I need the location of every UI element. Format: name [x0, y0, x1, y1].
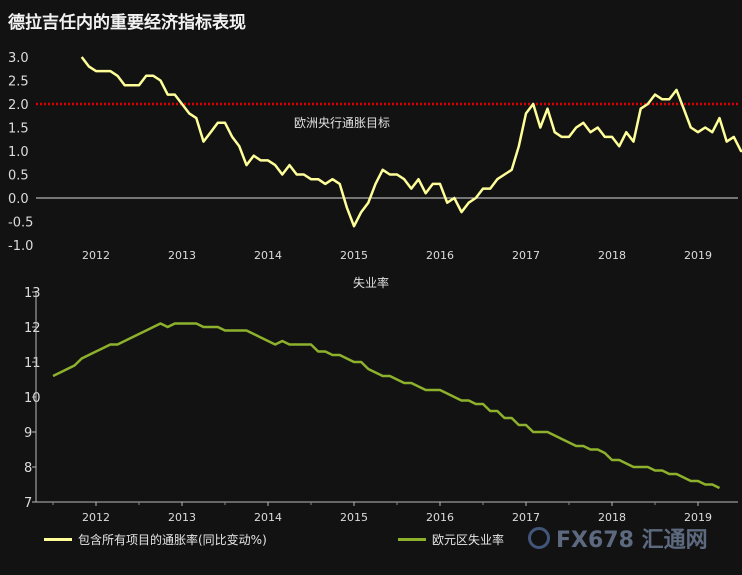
legend-unemployment: 欧元区失业率: [398, 531, 504, 548]
y-tick-label: 0.0: [8, 192, 29, 207]
y-tick-label: -0.5: [8, 216, 33, 231]
x-tick-label: 2013: [168, 249, 196, 262]
series-line: [52, 322, 721, 490]
x-tick-label: 2019: [684, 249, 712, 262]
legend-unemployment-label: 欧元区失业率: [432, 533, 505, 547]
series-line: [80, 56, 742, 228]
y-tick-label: 13: [24, 286, 41, 301]
y-tick-label: 9: [24, 426, 32, 441]
target-label: 欧洲央行通胀目标: [294, 116, 390, 130]
unemployment-chart-title: 失业率: [353, 275, 389, 290]
chart-title: 德拉吉任内的重要经济指标表现: [8, 13, 246, 33]
y-tick-label: 2.0: [8, 98, 29, 113]
y-tick-label: 7: [24, 496, 32, 511]
legend-inflation-swatch: [44, 538, 72, 541]
unemployment-chart: 13 12 11 10 9 8 7 2012 2013 2014 2015 2016 2017 2018 2…: [24, 275, 738, 524]
x-tick-label: 2016: [426, 249, 454, 262]
inflation-chart: 3.0 2.5 2.0 1.5 1.0 0.5 0.0 -0.5 -1.0 2012 2013 201…: [8, 51, 742, 262]
x-tick-label: 2014: [254, 511, 282, 524]
y-tick-label: 12: [24, 321, 41, 336]
watermark-logo-icon: [528, 527, 550, 549]
x-tick-label: 2017: [512, 249, 540, 262]
y-tick-label: 2.5: [8, 75, 29, 90]
x-tick-label: 2016: [426, 511, 454, 524]
x-tick-label: 2018: [598, 249, 626, 262]
x-tick-label: 2018: [598, 511, 626, 524]
legend-unemployment-swatch: [398, 538, 426, 541]
y-tick-label: 3.0: [8, 51, 29, 66]
watermark-text: FX678 汇通网: [556, 528, 708, 553]
watermark: FX678 汇通网: [528, 522, 708, 554]
y-tick-label: 1.0: [8, 145, 29, 160]
x-tick-label: 2015: [340, 511, 368, 524]
x-tick-label: 2012: [82, 511, 110, 524]
y-tick-label: -1.0: [8, 239, 33, 254]
y-tick-label: 10: [24, 391, 41, 406]
y-tick-label: 11: [24, 356, 41, 371]
y-tick-label: 1.5: [8, 122, 29, 137]
x-tick-label: 2013: [168, 511, 196, 524]
x-tick-label: 2012: [82, 249, 110, 262]
legend-inflation-label: 包含所有项目的通胀率(同比变动%): [78, 533, 267, 547]
x-tick-label: 2019: [684, 511, 712, 524]
x-tick-label: 2015: [340, 249, 368, 262]
legend-inflation: 包含所有项目的通胀率(同比变动%): [44, 531, 267, 548]
x-tick-label: 2017: [512, 511, 540, 524]
y-tick-label: 0.5: [8, 169, 29, 184]
x-tick-label: 2014: [254, 249, 282, 262]
y-tick-label: 8: [24, 461, 32, 476]
